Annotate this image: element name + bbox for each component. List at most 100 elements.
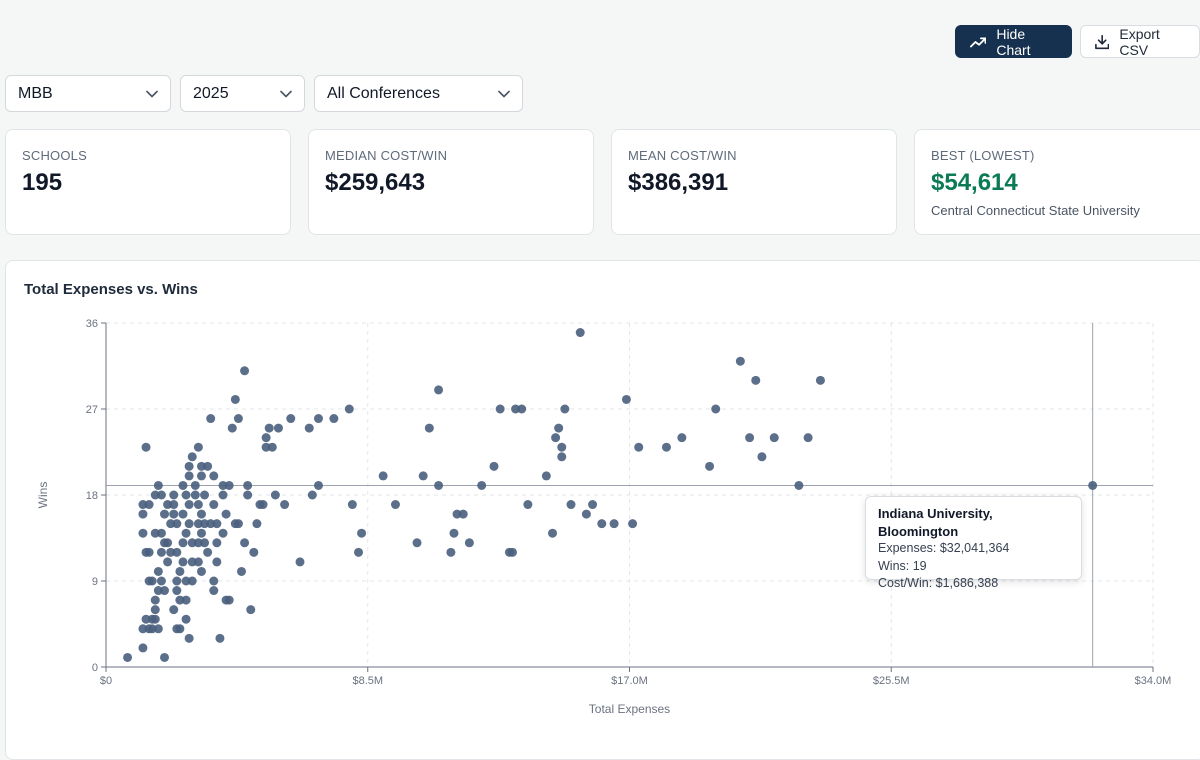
data-point (390, 500, 400, 510)
data-point (243, 490, 253, 500)
data-point (153, 586, 163, 596)
data-point (511, 404, 521, 414)
data-point (196, 471, 206, 481)
data-point (628, 519, 638, 529)
stat-card-mean: MEAN COST/WIN $386,391 (611, 129, 897, 235)
conference-select[interactable]: All Conferences (314, 75, 523, 112)
data-point (172, 519, 182, 529)
data-point (184, 633, 194, 643)
data-point (261, 442, 271, 452)
data-point (588, 500, 598, 510)
data-point (169, 509, 179, 519)
data-point (233, 519, 243, 529)
data-point (156, 528, 166, 538)
best-school-name: Central Connecticut State University (931, 203, 1140, 218)
data-point (200, 538, 210, 548)
year-select-value: 2025 (193, 84, 229, 102)
data-point (206, 519, 216, 529)
data-point (264, 423, 274, 433)
data-point (160, 586, 170, 596)
data-point (212, 557, 222, 567)
data-point (218, 480, 228, 490)
data-point (477, 480, 487, 490)
x-tick-label: $34.0M (1135, 675, 1172, 687)
hide-chart-button[interactable]: Hide Chart (955, 25, 1072, 58)
data-point (172, 576, 182, 586)
data-point (329, 414, 339, 424)
x-axis-label: Total Expenses (589, 702, 670, 716)
x-tick-label: $0 (100, 675, 112, 687)
data-point (523, 500, 533, 510)
data-point (178, 557, 188, 567)
data-point (221, 509, 231, 519)
data-point (267, 442, 277, 452)
data-point (175, 566, 185, 576)
x-tick-label: $17.0M (611, 675, 648, 687)
data-point (794, 480, 804, 490)
data-point (193, 500, 203, 510)
data-point (548, 528, 558, 538)
data-point (218, 528, 228, 538)
data-point (138, 528, 148, 538)
year-select[interactable]: 2025 (180, 75, 305, 112)
data-point (184, 500, 194, 510)
data-point (551, 433, 561, 443)
data-point (261, 433, 271, 443)
data-point (203, 547, 213, 557)
data-point (138, 624, 148, 634)
data-point (286, 414, 296, 424)
stat-label: MEDIAN COST/WIN (325, 148, 448, 163)
data-point (187, 576, 197, 586)
data-point (705, 461, 715, 471)
data-point (160, 509, 170, 519)
data-point (153, 624, 163, 634)
data-point (751, 375, 761, 385)
export-csv-button[interactable]: Export CSV (1080, 25, 1200, 58)
data-point (184, 461, 194, 471)
data-point (218, 490, 228, 500)
data-point (434, 385, 444, 395)
data-point (193, 519, 203, 529)
chevron-down-icon (280, 90, 292, 97)
data-point (215, 633, 225, 643)
data-point (172, 586, 182, 596)
data-point (123, 652, 133, 662)
data-point (163, 557, 173, 567)
export-csv-label: Export CSV (1119, 25, 1160, 58)
stat-value: $386,391 (628, 169, 729, 196)
data-point (347, 500, 357, 510)
data-point (187, 452, 197, 462)
data-point (735, 356, 745, 366)
data-point (187, 557, 197, 567)
data-point (209, 500, 219, 510)
chart-title: Total Expenses vs. Wins (24, 281, 198, 298)
data-point (295, 557, 305, 567)
data-point (172, 547, 182, 557)
sport-select[interactable]: MBB (5, 75, 171, 112)
data-point (677, 433, 687, 443)
tooltip-wins: Wins: 19 (878, 558, 927, 573)
filters: MBB 2025 All Conferences (5, 75, 523, 112)
data-point (560, 404, 570, 414)
data-point (258, 500, 268, 510)
data-point (313, 480, 323, 490)
data-point (554, 423, 564, 433)
data-point (141, 442, 151, 452)
data-point (169, 605, 179, 615)
stat-value: $54,614 (931, 169, 1018, 196)
stat-card-schools: SCHOOLS 195 (5, 129, 291, 235)
data-point (160, 652, 170, 662)
hide-chart-label: Hide Chart (996, 25, 1031, 58)
data-point (166, 519, 176, 529)
stat-value: $259,643 (325, 169, 426, 196)
x-tick-label: $25.5M (873, 675, 910, 687)
y-tick-label: 36 (86, 318, 98, 330)
data-point (446, 547, 456, 557)
data-point (458, 509, 468, 519)
scatter-chart[interactable]: 0 9 18 27 36 $0 $8.5M $17.0M $25.5M $34.0M Total E… (6, 261, 1200, 740)
data-point (144, 500, 154, 510)
data-point (150, 490, 160, 500)
data-point (156, 547, 166, 557)
data-point (304, 423, 314, 433)
data-point (609, 519, 619, 529)
